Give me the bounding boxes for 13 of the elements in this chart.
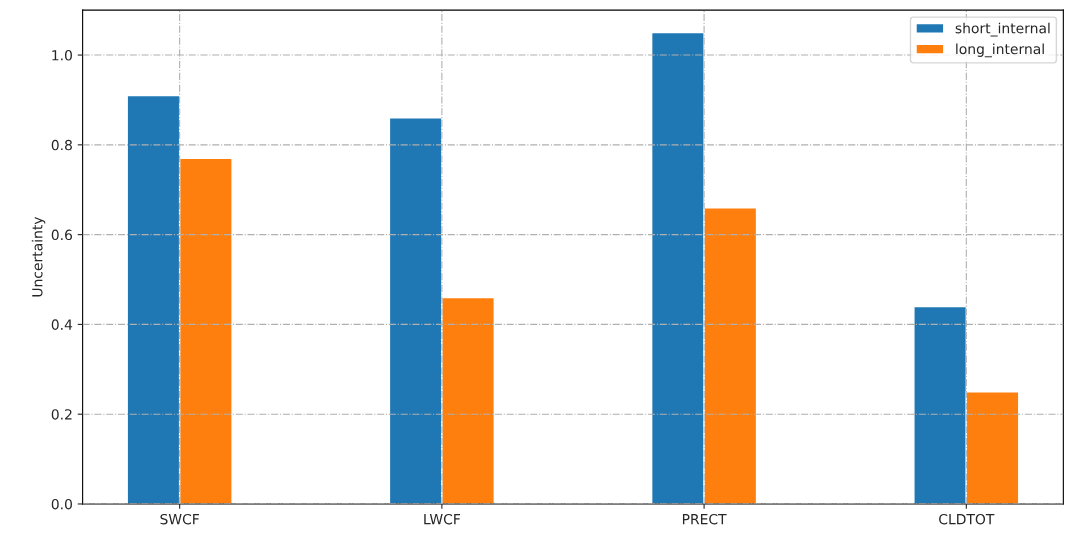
x-tick-label: CLDTOT [939,513,995,525]
legend-label: long_internal [956,43,1044,58]
x-tick-label: SWCF [160,513,199,525]
y-tick-label: 0.2 [51,409,72,420]
y-tick-label: 0.4 [51,319,73,330]
y-tick-label: 1.0 [52,50,72,61]
y-tick-label: 0.6 [51,229,73,241]
legend-label: short_internal [955,22,1050,37]
x-tick-label: PRECT [682,513,727,525]
y-tick-label: 0.8 [51,139,72,151]
y-axis-title: Uncertainty [31,216,46,297]
y-tick-label: 0.0 [51,498,72,510]
x-tick-label: LWCF [424,513,461,525]
